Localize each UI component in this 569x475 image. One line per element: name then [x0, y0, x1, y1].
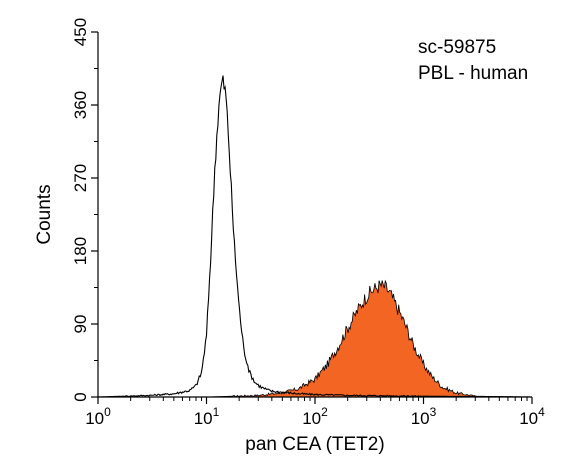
x-ticks: 100 101 102 103 104 — [85, 397, 545, 428]
x-tick-label: 101 — [194, 405, 220, 428]
x-tick-label: 100 — [85, 405, 111, 428]
x-tick-label: 102 — [302, 405, 328, 428]
y-axis-title: Counts — [34, 184, 55, 244]
y-tick-label: 450 — [71, 18, 90, 46]
x-axis-title: pan CEA (TET2) — [245, 434, 384, 455]
y-tick-label: 270 — [71, 164, 90, 192]
plot-series — [97, 75, 533, 398]
axes: 100 101 102 103 104 0 90 180 270 360 450 — [71, 18, 545, 428]
y-tick-label: 0 — [71, 392, 90, 401]
annotation-sample-type: PBL - human — [418, 63, 528, 84]
x-tick-label: 104 — [519, 405, 545, 428]
x-tick-label: 103 — [411, 405, 437, 428]
y-tick-label: 180 — [71, 237, 90, 265]
y-tick-label: 90 — [71, 315, 90, 334]
y-tick-label: 360 — [71, 91, 90, 119]
histogram-filled-series — [98, 279, 533, 398]
annotation-sample-id: sc-59875 — [418, 37, 496, 58]
y-ticks: 0 90 180 270 360 450 — [71, 18, 98, 402]
histogram-outline-series — [97, 75, 533, 398]
